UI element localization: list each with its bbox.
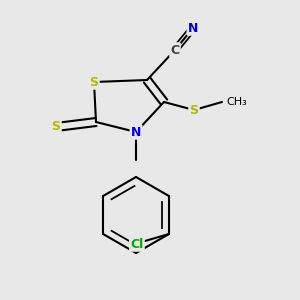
Text: S: S: [89, 76, 98, 88]
Text: Cl: Cl: [130, 238, 143, 250]
Text: S: S: [190, 103, 199, 116]
Text: N: N: [131, 125, 141, 139]
Text: C: C: [170, 44, 180, 56]
Text: S: S: [52, 121, 61, 134]
Text: CH₃: CH₃: [226, 97, 247, 107]
Text: N: N: [188, 22, 198, 34]
